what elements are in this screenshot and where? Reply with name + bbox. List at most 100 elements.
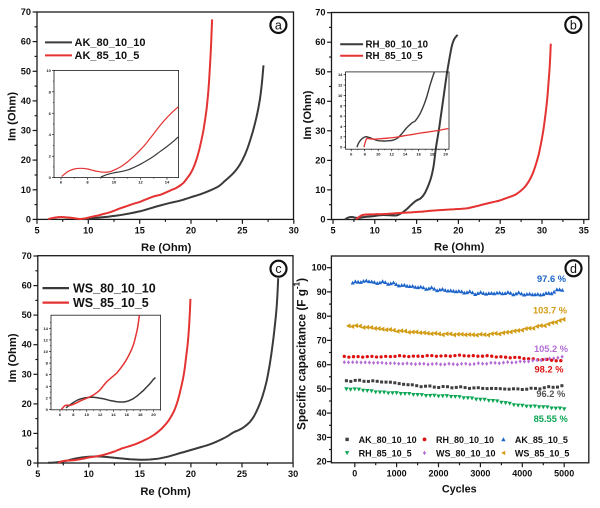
svg-text:a: a	[275, 19, 282, 33]
svg-text:6: 6	[49, 111, 52, 116]
svg-text:25: 25	[237, 469, 247, 479]
svg-text:60: 60	[315, 37, 325, 47]
svg-text:14: 14	[165, 180, 170, 185]
svg-text:10: 10	[22, 428, 32, 438]
svg-text:2: 2	[46, 395, 49, 400]
svg-text:d: d	[570, 262, 577, 276]
svg-text:50: 50	[317, 384, 327, 394]
svg-text:20: 20	[315, 155, 325, 165]
svg-text:AK_80_10_10: AK_80_10_10	[75, 37, 146, 49]
svg-text:10: 10	[112, 180, 117, 185]
svg-text:30: 30	[288, 469, 298, 479]
svg-text:103.7 %: 103.7 %	[533, 306, 568, 316]
svg-text:2: 2	[49, 154, 52, 159]
svg-text:Re (Ohm): Re (Ohm)	[434, 242, 485, 254]
svg-text:25: 25	[495, 226, 505, 236]
svg-text:90: 90	[317, 287, 327, 297]
svg-text:2: 2	[340, 134, 343, 139]
svg-text:8: 8	[340, 103, 343, 108]
svg-text:30: 30	[22, 369, 32, 379]
svg-text:10: 10	[46, 68, 51, 73]
svg-text:60: 60	[317, 360, 327, 370]
svg-text:12: 12	[43, 337, 48, 342]
svg-text:10: 10	[84, 412, 89, 417]
svg-text:80: 80	[317, 311, 327, 321]
svg-text:Im (Ohm): Im (Ohm)	[7, 333, 19, 382]
svg-text:0: 0	[26, 214, 31, 224]
svg-text:8: 8	[86, 180, 89, 185]
svg-text:Re (Ohm): Re (Ohm)	[141, 242, 192, 254]
svg-text:10: 10	[370, 226, 380, 236]
svg-text:0: 0	[352, 469, 357, 479]
svg-text:4: 4	[340, 124, 343, 129]
svg-text:40: 40	[317, 408, 327, 418]
svg-text:AK_85_10_5: AK_85_10_5	[75, 50, 140, 62]
svg-text:Im (Ohm): Im (Ohm)	[7, 92, 19, 141]
svg-text:6: 6	[350, 151, 353, 156]
svg-text:15: 15	[411, 226, 421, 236]
svg-text:100: 100	[312, 263, 327, 273]
svg-text:5: 5	[35, 469, 40, 479]
svg-text:50: 50	[21, 66, 31, 76]
svg-text:20: 20	[186, 226, 196, 236]
svg-text:70: 70	[317, 335, 327, 345]
svg-text:8: 8	[364, 151, 367, 156]
svg-text:30: 30	[315, 126, 325, 136]
svg-text:30: 30	[289, 226, 299, 236]
svg-text:5: 5	[330, 226, 335, 236]
svg-text:RH_80_10_10: RH_80_10_10	[366, 39, 428, 50]
svg-text:14: 14	[403, 151, 408, 156]
svg-text:12: 12	[338, 83, 343, 88]
svg-text:14: 14	[43, 326, 48, 331]
svg-text:0: 0	[340, 145, 343, 150]
svg-text:97.6 %: 97.6 %	[537, 274, 567, 284]
svg-text:70: 70	[21, 7, 31, 17]
svg-text:15: 15	[135, 226, 145, 236]
svg-text:RH_80_10_10: RH_80_10_10	[436, 435, 494, 445]
svg-text:35: 35	[579, 226, 589, 236]
svg-text:5: 5	[34, 226, 39, 236]
svg-text:10: 10	[21, 185, 31, 195]
svg-text:12: 12	[98, 412, 103, 417]
svg-text:4: 4	[49, 132, 52, 137]
svg-text:2000: 2000	[428, 469, 448, 479]
svg-text:10: 10	[338, 93, 343, 98]
svg-text:10: 10	[43, 349, 48, 354]
svg-text:8: 8	[49, 89, 52, 94]
svg-text:10: 10	[376, 151, 381, 156]
svg-text:70: 70	[315, 8, 325, 18]
svg-text:1000: 1000	[387, 469, 407, 479]
svg-text:4: 4	[46, 384, 49, 389]
svg-text:60: 60	[22, 281, 32, 291]
svg-text:RH_85_10_5: RH_85_10_5	[366, 51, 424, 62]
svg-text:10: 10	[315, 185, 325, 195]
svg-text:30: 30	[317, 432, 327, 442]
svg-text:0: 0	[320, 215, 325, 225]
svg-text:40: 40	[22, 340, 32, 350]
svg-text:8: 8	[46, 361, 49, 366]
svg-text:20: 20	[186, 469, 196, 479]
svg-text:b: b	[570, 18, 577, 32]
svg-text:16: 16	[125, 412, 130, 417]
svg-text:6: 6	[60, 180, 63, 185]
svg-text:12: 12	[389, 151, 394, 156]
svg-text:RH_85_10_5: RH_85_10_5	[359, 448, 412, 458]
svg-text:16: 16	[416, 151, 421, 156]
svg-text:WS_85_10_5: WS_85_10_5	[515, 448, 570, 458]
svg-text:c: c	[275, 262, 281, 276]
svg-text:0: 0	[49, 175, 52, 180]
svg-text:AK_80_10_10: AK_80_10_10	[359, 435, 417, 445]
svg-text:18: 18	[430, 151, 435, 156]
svg-text:20: 20	[453, 226, 463, 236]
svg-text:20: 20	[151, 412, 156, 417]
svg-text:10: 10	[83, 226, 93, 236]
svg-text:4000: 4000	[512, 469, 532, 479]
svg-text:14: 14	[338, 72, 343, 77]
svg-text:50: 50	[22, 310, 32, 320]
svg-text:8: 8	[72, 412, 75, 417]
svg-text:50: 50	[315, 67, 325, 77]
svg-text:30: 30	[21, 126, 31, 136]
svg-text:98.2 %: 98.2 %	[535, 365, 565, 375]
svg-text:25: 25	[237, 226, 247, 236]
svg-text:40: 40	[21, 96, 31, 106]
